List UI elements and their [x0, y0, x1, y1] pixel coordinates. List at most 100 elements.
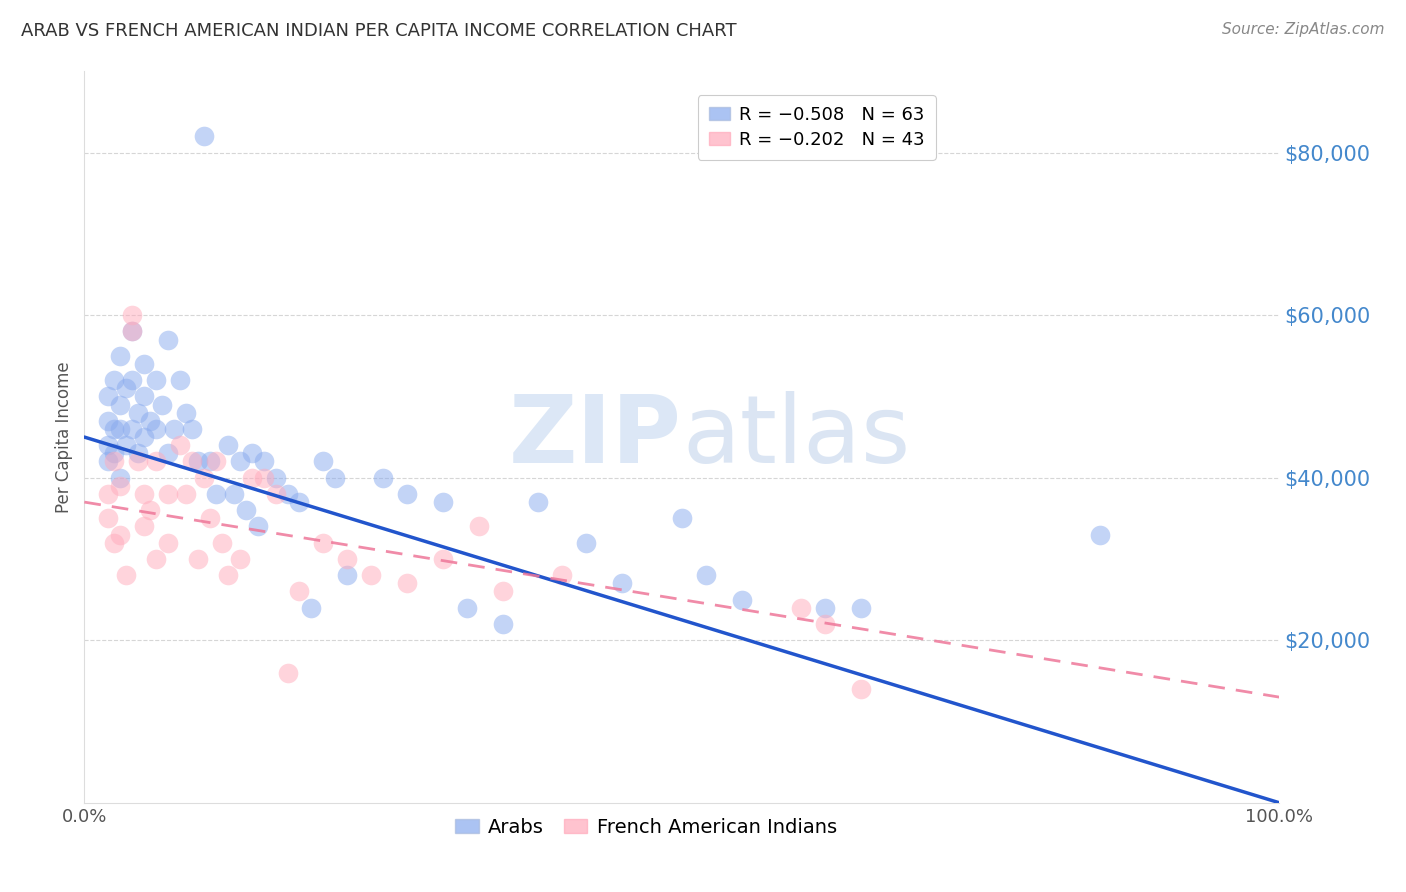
Point [132, 389, 156, 403]
Point [312, 454, 335, 468]
Point [145, 454, 167, 468]
Point [139, 503, 162, 517]
Point [169, 373, 191, 387]
Point [253, 454, 276, 468]
Point [193, 471, 215, 485]
Point [121, 325, 143, 339]
Point [253, 471, 276, 485]
Point [198, 454, 221, 468]
Point [396, 576, 419, 591]
Point [205, 454, 228, 468]
Point [103, 422, 125, 436]
Point [551, 568, 574, 582]
Point [145, 422, 167, 436]
Point [150, 398, 173, 412]
Point [301, 600, 323, 615]
Text: atlas: atlas [682, 391, 910, 483]
Point [492, 584, 515, 599]
Point [121, 325, 143, 339]
Point [240, 446, 263, 460]
Point [115, 438, 138, 452]
Point [103, 535, 125, 549]
Point [110, 349, 132, 363]
Point [814, 617, 837, 632]
Point [157, 535, 180, 549]
Point [325, 471, 347, 485]
Point [373, 471, 395, 485]
Point [217, 438, 239, 452]
Point [277, 665, 299, 680]
Point [851, 600, 873, 615]
Point [97, 389, 120, 403]
Text: ARAB VS FRENCH AMERICAN INDIAN PER CAPITA INCOME CORRELATION CHART: ARAB VS FRENCH AMERICAN INDIAN PER CAPIT… [21, 22, 737, 40]
Point [157, 333, 180, 347]
Point [110, 527, 132, 541]
Point [288, 495, 311, 509]
Point [851, 681, 873, 696]
Point [97, 487, 120, 501]
Point [336, 552, 359, 566]
Point [157, 446, 180, 460]
Point [492, 617, 515, 632]
Point [277, 487, 299, 501]
Point [181, 422, 204, 436]
Point [187, 454, 209, 468]
Point [187, 552, 209, 566]
Point [246, 519, 269, 533]
Y-axis label: Per Capita Income: Per Capita Income [55, 361, 73, 513]
Point [127, 454, 149, 468]
Point [163, 422, 186, 436]
Point [731, 592, 754, 607]
Point [103, 446, 125, 460]
Point [235, 503, 257, 517]
Point [97, 438, 120, 452]
Point [527, 495, 550, 509]
Point [671, 511, 693, 525]
Point [288, 584, 311, 599]
Point [127, 446, 149, 460]
Point [145, 373, 167, 387]
Point [790, 600, 813, 615]
Point [264, 487, 287, 501]
Legend: Arabs, French American Indians: Arabs, French American Indians [447, 810, 845, 845]
Point [132, 430, 156, 444]
Point [211, 535, 233, 549]
Text: Source: ZipAtlas.com: Source: ZipAtlas.com [1222, 22, 1385, 37]
Point [198, 511, 221, 525]
Point [132, 519, 156, 533]
Point [103, 373, 125, 387]
Point [157, 487, 180, 501]
Point [312, 535, 335, 549]
Point [222, 487, 245, 501]
Point [110, 479, 132, 493]
Point [127, 406, 149, 420]
Point [229, 454, 252, 468]
Point [169, 438, 191, 452]
Point [97, 454, 120, 468]
Point [174, 487, 197, 501]
Point [612, 576, 634, 591]
Point [174, 406, 197, 420]
Point [217, 568, 239, 582]
Point [132, 357, 156, 371]
Point [229, 552, 252, 566]
Point [115, 568, 138, 582]
Point [193, 129, 215, 144]
Point [240, 471, 263, 485]
Point [695, 568, 717, 582]
Point [814, 600, 837, 615]
Point [115, 381, 138, 395]
Point [110, 398, 132, 412]
Point [396, 487, 419, 501]
Point [181, 454, 204, 468]
Point [205, 487, 228, 501]
Point [468, 519, 491, 533]
Point [139, 414, 162, 428]
Point [432, 552, 454, 566]
Point [103, 454, 125, 468]
Text: ZIP: ZIP [509, 391, 682, 483]
Point [121, 373, 143, 387]
Point [97, 414, 120, 428]
Point [132, 487, 156, 501]
Point [336, 568, 359, 582]
